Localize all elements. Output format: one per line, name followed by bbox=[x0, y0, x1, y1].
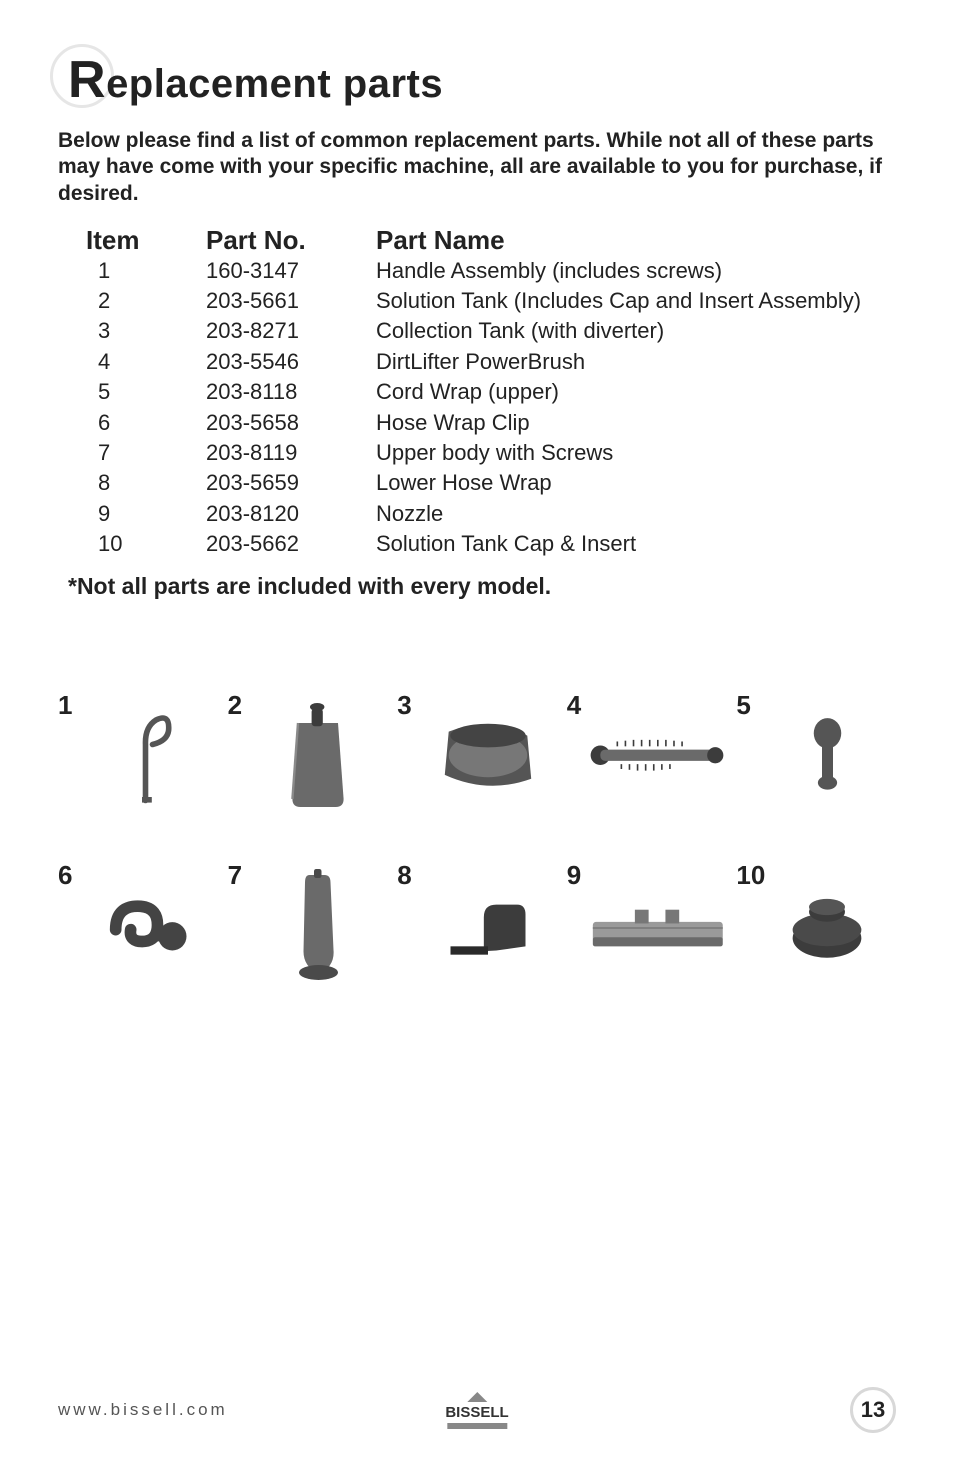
cell-partno: 203-8118 bbox=[206, 377, 376, 407]
cell-name: Nozzle bbox=[376, 499, 896, 529]
cord-wrap-upper-icon bbox=[758, 690, 896, 820]
cell-name: Cord Wrap (upper) bbox=[376, 377, 896, 407]
table-row: 8 203-5659 Lower Hose Wrap bbox=[86, 468, 896, 498]
page-title: Replacement parts bbox=[68, 50, 896, 110]
header-item: Item bbox=[86, 225, 206, 256]
bissell-logo: BISSELL bbox=[445, 1392, 508, 1429]
dirtlifter-brush-icon bbox=[589, 690, 727, 820]
footnote: *Not all parts are included with every m… bbox=[68, 573, 896, 600]
page-footer: www.bissell.com BISSELL 13 bbox=[58, 1387, 896, 1433]
lower-hose-wrap-icon bbox=[419, 860, 557, 990]
table-row: 2 203-5661 Solution Tank (Includes Cap a… bbox=[86, 286, 896, 316]
gallery-number: 6 bbox=[58, 860, 80, 891]
gallery-number: 5 bbox=[736, 690, 758, 721]
cell-item: 1 bbox=[86, 256, 206, 286]
cell-item: 8 bbox=[86, 468, 206, 498]
table-row: 9 203-8120 Nozzle bbox=[86, 499, 896, 529]
cell-name: DirtLifter PowerBrush bbox=[376, 347, 896, 377]
cell-partno: 160-3147 bbox=[206, 256, 376, 286]
gallery-item: 10 bbox=[736, 860, 896, 990]
cell-name: Solution Tank Cap & Insert bbox=[376, 529, 896, 559]
cell-item: 2 bbox=[86, 286, 206, 316]
solution-tank-icon bbox=[250, 690, 388, 820]
cell-partno: 203-5662 bbox=[206, 529, 376, 559]
logo-triangle-icon bbox=[467, 1392, 487, 1402]
cell-partno: 203-5546 bbox=[206, 347, 376, 377]
gallery-item: 9 bbox=[567, 860, 727, 990]
gallery-number: 10 bbox=[736, 860, 758, 891]
gallery-item: 7 bbox=[228, 860, 388, 990]
intro-paragraph: Below please find a list of common repla… bbox=[58, 128, 896, 207]
tank-cap-insert-icon bbox=[758, 860, 896, 990]
header-partno: Part No. bbox=[206, 225, 376, 256]
table-row: 3 203-8271 Collection Tank (with diverte… bbox=[86, 316, 896, 346]
cell-item: 5 bbox=[86, 377, 206, 407]
table-row: 10 203-5662 Solution Tank Cap & Insert bbox=[86, 529, 896, 559]
gallery-number: 4 bbox=[567, 690, 589, 721]
cell-name: Solution Tank (Includes Cap and Insert A… bbox=[376, 286, 896, 316]
cell-name: Collection Tank (with diverter) bbox=[376, 316, 896, 346]
gallery-number: 8 bbox=[397, 860, 419, 891]
gallery-item: 5 bbox=[736, 690, 896, 820]
gallery-item: 2 bbox=[228, 690, 388, 820]
gallery-item: 6 bbox=[58, 860, 218, 990]
collection-tank-icon bbox=[419, 690, 557, 820]
gallery-number: 2 bbox=[228, 690, 250, 721]
cell-item: 7 bbox=[86, 438, 206, 468]
gallery-number: 1 bbox=[58, 690, 80, 721]
cell-partno: 203-8120 bbox=[206, 499, 376, 529]
handle-assembly-icon bbox=[80, 690, 218, 820]
cell-name: Upper body with Screws bbox=[376, 438, 896, 468]
table-header-row: Item Part No. Part Name bbox=[86, 225, 896, 256]
cell-name: Hose Wrap Clip bbox=[376, 408, 896, 438]
table-row: 1 160-3147 Handle Assembly (includes scr… bbox=[86, 256, 896, 286]
page-number: 13 bbox=[850, 1387, 896, 1433]
table-row: 7 203-8119 Upper body with Screws bbox=[86, 438, 896, 468]
table-row: 6 203-5658 Hose Wrap Clip bbox=[86, 408, 896, 438]
gallery-item: 3 bbox=[397, 690, 557, 820]
cell-partno: 203-5658 bbox=[206, 408, 376, 438]
parts-table: Item Part No. Part Name 1 160-3147 Handl… bbox=[86, 225, 896, 560]
cell-partno: 203-8119 bbox=[206, 438, 376, 468]
nozzle-icon bbox=[589, 860, 727, 990]
cell-item: 9 bbox=[86, 499, 206, 529]
gallery-item: 4 bbox=[567, 690, 727, 820]
cell-partno: 203-5661 bbox=[206, 286, 376, 316]
header-partname: Part Name bbox=[376, 225, 896, 256]
table-row: 5 203-8118 Cord Wrap (upper) bbox=[86, 377, 896, 407]
cell-item: 10 bbox=[86, 529, 206, 559]
table-row: 4 203-5546 DirtLifter PowerBrush bbox=[86, 347, 896, 377]
cell-partno: 203-8271 bbox=[206, 316, 376, 346]
logo-text: BISSELL bbox=[445, 1404, 508, 1421]
gallery-number: 3 bbox=[397, 690, 419, 721]
footer-url: www.bissell.com bbox=[58, 1400, 228, 1420]
parts-gallery: 1 2 3 bbox=[58, 690, 896, 990]
cell-name: Lower Hose Wrap bbox=[376, 468, 896, 498]
gallery-number: 7 bbox=[228, 860, 250, 891]
upper-body-icon bbox=[250, 860, 388, 990]
logo-bar-icon bbox=[447, 1423, 507, 1429]
cell-item: 6 bbox=[86, 408, 206, 438]
title-rest: eplacement parts bbox=[106, 62, 443, 106]
cell-partno: 203-5659 bbox=[206, 468, 376, 498]
cell-item: 3 bbox=[86, 316, 206, 346]
cell-item: 4 bbox=[86, 347, 206, 377]
hose-wrap-clip-icon bbox=[80, 860, 218, 990]
gallery-number: 9 bbox=[567, 860, 589, 891]
title-initial: R bbox=[68, 51, 106, 109]
gallery-item: 1 bbox=[58, 690, 218, 820]
gallery-item: 8 bbox=[397, 860, 557, 990]
cell-name: Handle Assembly (includes screws) bbox=[376, 256, 896, 286]
